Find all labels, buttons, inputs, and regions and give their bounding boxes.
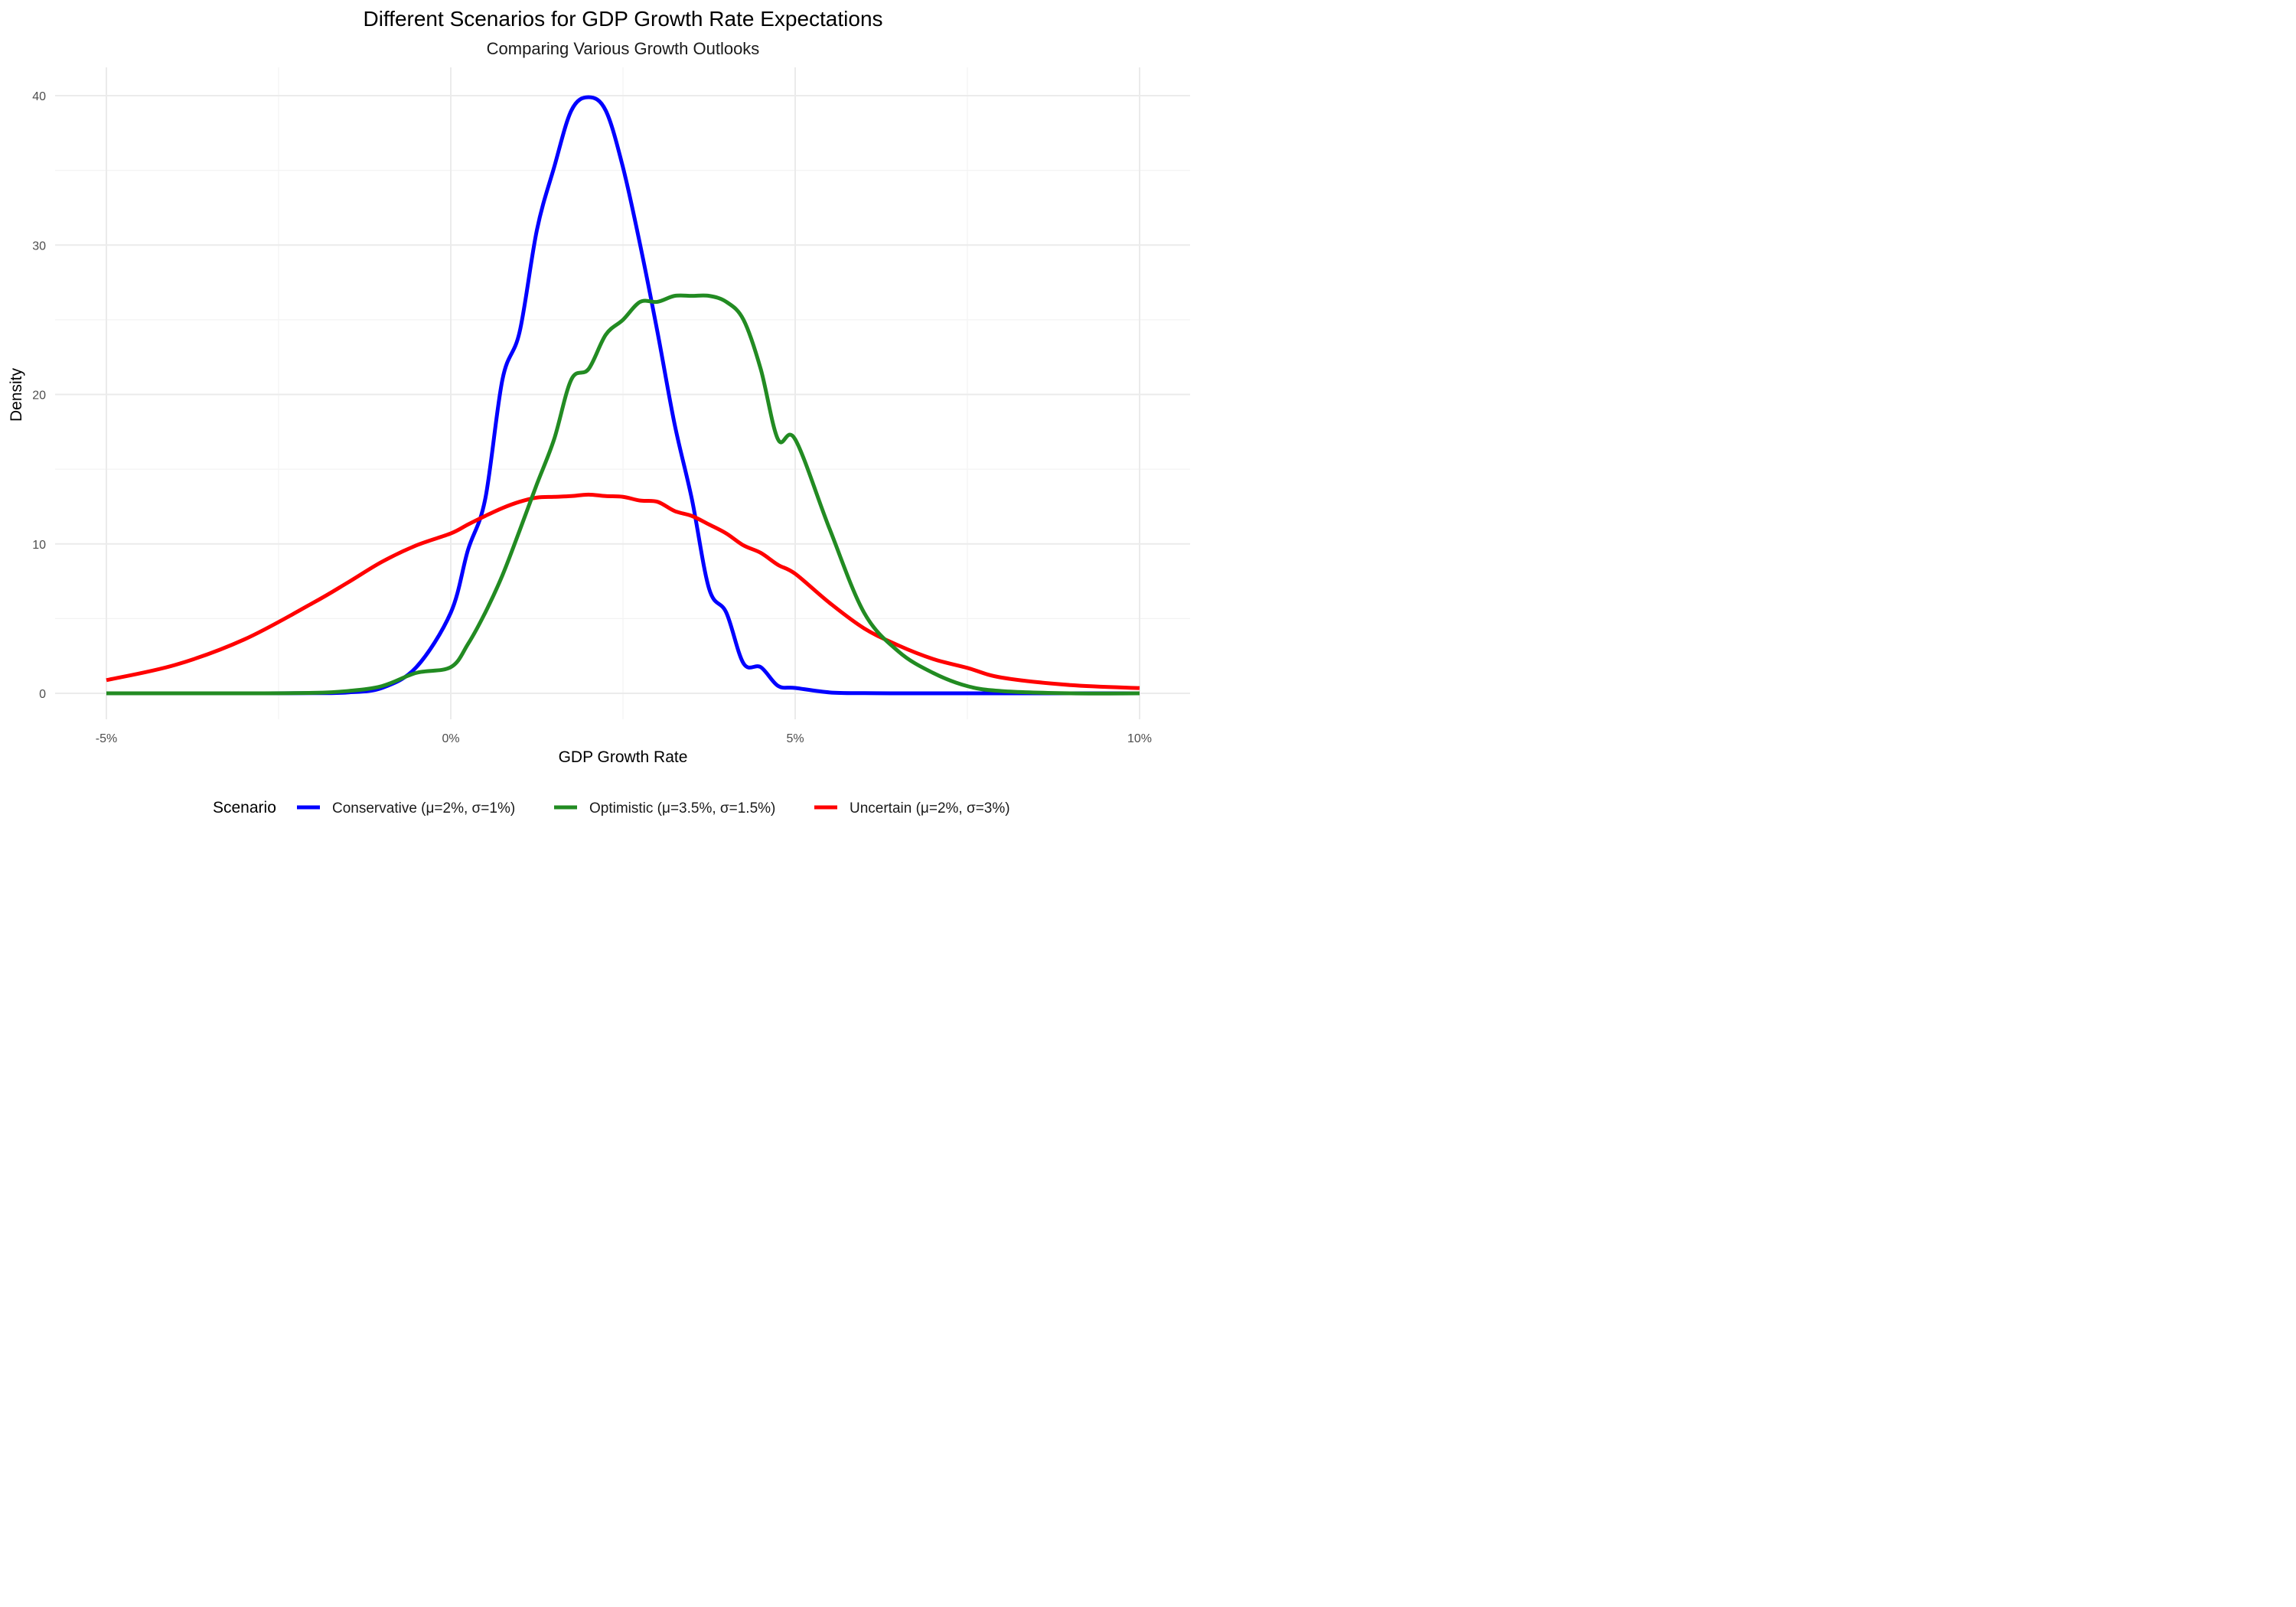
legend: Scenario Conservative (μ=2%, σ=1%) Optimi… <box>213 799 1010 817</box>
series-lines <box>106 95 1140 696</box>
chart-title: Different Scenarios for GDP Growth Rate … <box>363 7 882 31</box>
series-line-optimistic <box>106 293 1140 696</box>
y-tick-label: 20 <box>32 390 46 403</box>
x-tick-label: -5% <box>96 732 117 745</box>
x-axis-title: GDP Growth Rate <box>559 748 688 766</box>
y-tick-label: 10 <box>32 539 46 552</box>
legend-label-conservative: Conservative (μ=2%, σ=1%) <box>332 800 515 817</box>
chart-container: Different Scenarios for GDP Growth Rate … <box>0 0 1200 843</box>
x-tick-label: 10% <box>1127 732 1152 745</box>
x-tick-label: 0% <box>442 732 459 745</box>
y-tick-label: 30 <box>32 240 46 253</box>
chart-subtitle: Comparing Various Growth Outlooks <box>487 39 760 58</box>
legend-label-optimistic: Optimistic (μ=3.5%, σ=1.5%) <box>589 800 775 817</box>
y-axis-title: Density <box>8 367 25 422</box>
tick-labels: -5% 0% 5% 10% 0 10 20 30 40 <box>32 90 1152 745</box>
x-tick-label: 5% <box>786 732 804 745</box>
legend-title: Scenario <box>213 799 276 817</box>
series-line-conservative <box>106 95 1140 696</box>
y-tick-label: 0 <box>39 688 46 701</box>
series-line-uncertain <box>106 492 1140 690</box>
y-tick-label: 40 <box>32 90 46 103</box>
legend-label-uncertain: Uncertain (μ=2%, σ=3%) <box>850 800 1010 817</box>
chart-svg: Different Scenarios for GDP Growth Rate … <box>8 7 1190 817</box>
